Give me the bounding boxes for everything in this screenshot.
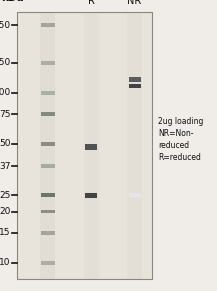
Text: 75: 75 — [0, 109, 11, 118]
FancyBboxPatch shape — [41, 91, 55, 95]
Text: NR: NR — [127, 0, 142, 6]
FancyBboxPatch shape — [41, 194, 55, 197]
FancyBboxPatch shape — [129, 77, 141, 82]
FancyBboxPatch shape — [85, 193, 97, 198]
FancyBboxPatch shape — [41, 164, 55, 168]
FancyBboxPatch shape — [41, 142, 55, 146]
FancyBboxPatch shape — [41, 23, 55, 27]
FancyBboxPatch shape — [41, 231, 55, 235]
Text: 250: 250 — [0, 21, 11, 30]
Text: 2ug loading
NR=Non-
reduced
R=reduced: 2ug loading NR=Non- reduced R=reduced — [158, 118, 204, 162]
FancyBboxPatch shape — [40, 12, 55, 279]
FancyBboxPatch shape — [129, 84, 141, 88]
FancyBboxPatch shape — [17, 12, 152, 279]
FancyBboxPatch shape — [41, 261, 55, 265]
FancyBboxPatch shape — [84, 12, 99, 279]
Text: 37: 37 — [0, 162, 11, 171]
Text: 20: 20 — [0, 207, 11, 216]
Text: 10: 10 — [0, 258, 11, 267]
FancyBboxPatch shape — [41, 210, 55, 213]
FancyBboxPatch shape — [41, 112, 55, 116]
Text: 100: 100 — [0, 88, 11, 97]
Text: 15: 15 — [0, 228, 11, 237]
Text: R: R — [88, 0, 95, 6]
FancyBboxPatch shape — [127, 12, 142, 279]
FancyBboxPatch shape — [129, 194, 141, 197]
Text: 50: 50 — [0, 139, 11, 148]
Text: kDa: kDa — [1, 0, 24, 3]
FancyBboxPatch shape — [41, 61, 55, 65]
Text: 150: 150 — [0, 58, 11, 67]
FancyBboxPatch shape — [85, 144, 97, 150]
Text: 25: 25 — [0, 191, 11, 200]
